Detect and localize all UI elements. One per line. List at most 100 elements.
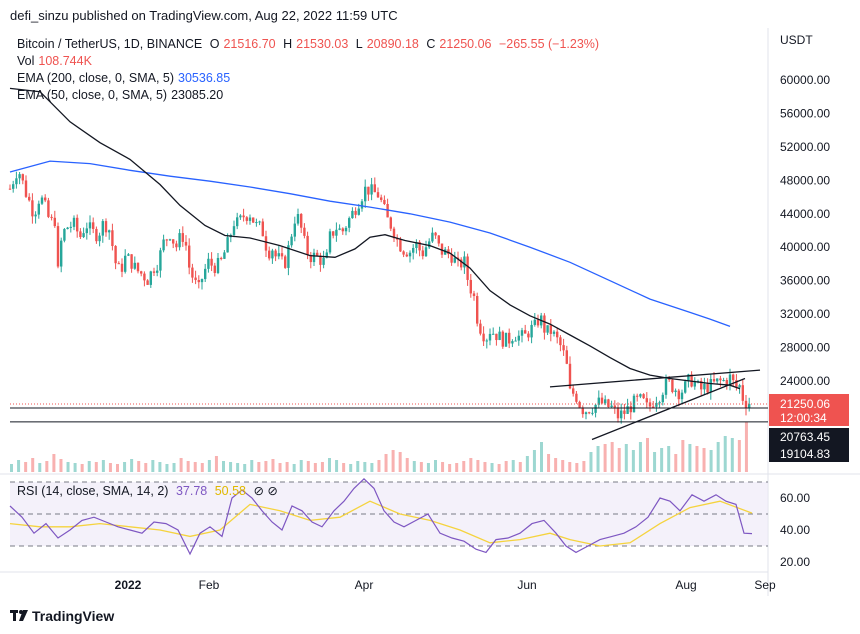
candle-body [549, 325, 552, 334]
candle-body [255, 222, 258, 224]
candle-body [72, 217, 76, 227]
y-tick-label: 60000.00 [780, 73, 830, 87]
y-tick-label: 44000.00 [780, 207, 830, 221]
candle-body [204, 268, 207, 280]
volume-bar [45, 461, 49, 472]
candle-body [604, 399, 607, 404]
volume-bar [737, 440, 741, 472]
candle-body [700, 380, 703, 390]
candle-body [463, 256, 466, 268]
volume-bar [123, 462, 127, 472]
candle-body [197, 280, 200, 283]
volume-bar [38, 463, 42, 472]
price-axis: USDT 60000.00 56000.00 52000.00 48000.00 4400… [780, 33, 830, 388]
volume-bar [589, 452, 593, 472]
volume-bar [229, 462, 233, 472]
volume-bar [94, 462, 98, 472]
candle-body [223, 252, 226, 259]
candle-body [236, 217, 239, 227]
volume-bar [108, 463, 112, 472]
ema50-label: EMA (50, close, 0, SMA, 5) [17, 88, 168, 102]
candle-body [136, 262, 140, 272]
volume-bar [596, 446, 600, 472]
currency-label: USDT [780, 33, 813, 47]
low-value: 20890.18 [366, 37, 419, 51]
volume-bar [674, 454, 678, 472]
volume-bar [681, 440, 685, 472]
volume-bar [426, 463, 430, 472]
volume-bar [412, 461, 416, 472]
candle-body [82, 233, 85, 238]
candle-body [181, 233, 184, 242]
candle-body [520, 330, 524, 336]
volume-bar [469, 458, 473, 472]
candle-body [578, 401, 581, 408]
candle-body [165, 239, 168, 241]
candle-body [748, 403, 751, 409]
volume-bar [540, 442, 543, 472]
candle-body [15, 178, 18, 185]
publisher-line: defi_sinzu published on TradingView.com,… [10, 8, 398, 23]
candle-body [741, 385, 744, 401]
volume-bar [31, 458, 35, 472]
candle-body [706, 383, 709, 393]
legend-symbol-row: Bitcoin / TetherUS, 1D, BINANCE O 21516.7… [17, 37, 603, 51]
trendline [591, 377, 746, 441]
last-price-badge [769, 393, 849, 426]
candle-body [364, 186, 367, 202]
candle-body [693, 381, 696, 387]
volume-bar [716, 442, 720, 472]
candle-body [412, 247, 415, 253]
candle-body [200, 279, 204, 283]
volume-bar [462, 461, 466, 472]
candle-body [351, 210, 354, 219]
candle-body [341, 228, 344, 232]
volume-bar [356, 461, 360, 472]
candle-body [376, 192, 380, 198]
candle-body [194, 277, 197, 281]
candle-body [431, 232, 434, 242]
candle-body [479, 323, 482, 334]
candle-body [213, 265, 216, 273]
candle-body [24, 180, 28, 197]
x-tick-label: Jun [517, 578, 536, 592]
eye-off-icon[interactable]: ⊘ ⊘ [253, 484, 278, 498]
candle-body [421, 250, 424, 257]
time-axis: 2022 Feb Apr Jun Aug Sep [115, 578, 776, 592]
candle-body [424, 247, 428, 257]
candle-body [210, 258, 213, 266]
candle-body [88, 222, 92, 229]
volume-bar [561, 460, 565, 472]
candle-body [485, 340, 488, 342]
candle-body [466, 256, 469, 280]
candle-body [716, 378, 719, 382]
candle-body [440, 243, 444, 255]
candle-body [370, 184, 373, 195]
candle-body [280, 253, 284, 257]
candle-body [492, 333, 495, 335]
candle-body [495, 333, 498, 341]
candle-body [584, 412, 588, 415]
volume-bar [285, 462, 289, 472]
x-tick-label: 2022 [115, 578, 142, 592]
candle-body [533, 319, 536, 325]
candle-body [616, 407, 620, 419]
candle-body [85, 228, 88, 234]
candle-body [556, 331, 559, 338]
rsi-tick-label: 20.00 [780, 555, 810, 569]
level-price-badge [769, 428, 849, 445]
candle-body [95, 228, 98, 242]
rsi-pane: 60.00 40.00 20.00 [9, 477, 810, 569]
candle-body [546, 325, 549, 333]
candle-body [332, 231, 335, 236]
candle-body [472, 293, 476, 297]
rsi-label: RSI (14, close, SMA, 14, 2) [17, 484, 169, 498]
brand-label: TradingView [32, 608, 115, 624]
candle-body [8, 188, 12, 190]
candle-body [335, 229, 338, 236]
candle-body [252, 217, 255, 223]
candle-body [357, 208, 360, 215]
volume-bar [384, 454, 388, 472]
